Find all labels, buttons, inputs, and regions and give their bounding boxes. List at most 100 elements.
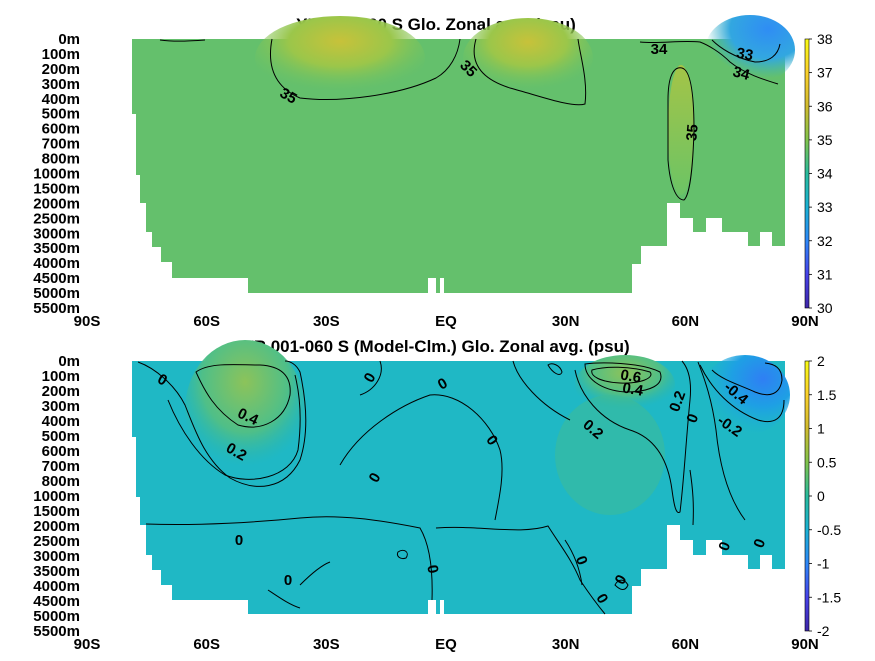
colorbar-tick-label: 35 xyxy=(817,132,833,148)
y-tick-label: 3500m xyxy=(33,563,80,580)
y-tick-label: 400m xyxy=(42,413,80,430)
x-tick-label: 30N xyxy=(552,636,580,653)
x-tick-label: 60N xyxy=(672,313,700,330)
y-tick-label: 1500m xyxy=(33,503,80,520)
colorbar-tick-label: 37 xyxy=(817,65,833,81)
panel2-contours xyxy=(137,360,785,615)
colorbar-tick-label: 31 xyxy=(817,266,833,282)
panel2-contour-0-south xyxy=(137,360,307,487)
panel2-field xyxy=(132,340,790,614)
panel2-contour-label: 0 xyxy=(284,572,292,589)
y-tick-label: 700m xyxy=(42,136,80,153)
colorbar-tick-label: 34 xyxy=(817,166,833,182)
panel1-contour-35-north xyxy=(473,38,587,106)
y-tick-label: 3000m xyxy=(33,225,80,242)
panel2-contour-02-north xyxy=(574,360,691,514)
panel1-colorbar-bar xyxy=(804,38,810,309)
y-tick-label: 300m xyxy=(42,76,80,93)
panel2-contour-06 xyxy=(591,366,652,384)
panel2-axes: 0m100m200m300m400m500m600m700m800m1000m1… xyxy=(33,353,818,653)
colorbar-tick-label: 30 xyxy=(817,300,833,316)
panel2-colorbar-ticks: 2 1.5 1 0.5 0 -0.5 -1 -1.5 -2 xyxy=(809,353,841,639)
panel2-colorbar: 2 1.5 1 0.5 0 -0.5 -1 -1.5 -2 xyxy=(804,353,841,639)
colorbar-tick-label: 1.5 xyxy=(817,387,837,403)
colorbar-tick-label: 2 xyxy=(817,353,825,369)
y-tick-label: 4500m xyxy=(33,270,80,287)
x-tick-label: 90N xyxy=(791,636,819,653)
y-tick-label: 2500m xyxy=(33,210,80,227)
panel1-contour-33 xyxy=(711,39,781,63)
x-tick-label: 90N xyxy=(791,313,819,330)
panel2-contour-neg02 xyxy=(699,364,785,423)
y-tick-label: 600m xyxy=(42,443,80,460)
panel2-title: YR 001-060 S (Model-Clm.) Glo. Zonal avg… xyxy=(242,337,629,356)
panel2-contour-02 xyxy=(167,374,301,480)
panel2-contour-04-north xyxy=(584,362,662,393)
y-tick-label: 300m xyxy=(42,398,80,415)
panel2-contour-0-north xyxy=(512,360,746,526)
y-tick-label: 4000m xyxy=(33,578,80,595)
y-tick-label: 4000m xyxy=(33,255,80,272)
colorbar-tick-label: -2 xyxy=(817,623,830,639)
panel2-colorbar-bar xyxy=(804,360,810,632)
y-tick-label: 3500m xyxy=(33,240,80,257)
y-tick-label: 400m xyxy=(42,91,80,108)
colorbar-tick-label: 32 xyxy=(817,233,833,249)
y-tick-label: 5500m xyxy=(33,300,80,317)
y-tick-label: 200m xyxy=(42,61,80,78)
y-tick-label: 2000m xyxy=(33,518,80,535)
panel2-contour-label: 0.4 xyxy=(621,379,645,399)
colorbar-tick-label: 1 xyxy=(817,421,825,437)
x-tick-label: 90S xyxy=(74,636,101,653)
panel1-ocean-mask xyxy=(132,39,785,293)
panel1-contour-label: 35 xyxy=(683,124,701,142)
panel2-contour-0-deep xyxy=(145,516,606,615)
panel1-field xyxy=(132,15,795,293)
y-tick-label: 600m xyxy=(42,121,80,138)
panel2-contour-0-central xyxy=(339,360,503,521)
colorbar-tick-label: 33 xyxy=(817,199,833,215)
panel1-contour-label: 35 xyxy=(277,85,300,108)
y-tick-label: 700m xyxy=(42,458,80,475)
panel1-contour-35-south xyxy=(269,38,461,100)
panel1-contours xyxy=(159,38,781,201)
x-tick-label: EQ xyxy=(435,313,457,330)
colorbar-tick-label: 0.5 xyxy=(817,454,837,470)
x-tick-label: 60N xyxy=(672,636,700,653)
y-tick-label: 500m xyxy=(42,428,80,445)
panel2-arctic-negative-bias xyxy=(700,355,790,435)
x-tick-label: 30S xyxy=(313,313,340,330)
y-tick-label: 5500m xyxy=(33,623,80,640)
panel1-contour-label: 34 xyxy=(731,63,752,84)
colorbar-tick-label: 36 xyxy=(817,98,833,114)
y-tick-label: 100m xyxy=(42,368,80,385)
y-tick-label: 1000m xyxy=(33,488,80,505)
y-tick-label: 3000m xyxy=(33,548,80,565)
y-tick-label: 1500m xyxy=(33,180,80,197)
y-tick-label: 800m xyxy=(42,473,80,490)
panel-salinity-bias: YR 001-060 S (Model-Clm.) Glo. Zonal avg… xyxy=(33,337,841,653)
y-tick-label: 4500m xyxy=(33,593,80,610)
x-tick-label: 30N xyxy=(552,313,580,330)
colorbar-tick-label: 0 xyxy=(817,488,825,504)
panel1-arctic-fresh xyxy=(705,15,795,85)
panel1-contour-label: 34 xyxy=(651,41,668,58)
panel2-contour-misc1 xyxy=(397,363,629,590)
y-tick-label: 2000m xyxy=(33,195,80,212)
panel1-axes: 0m100m200m300m400m500m600m700m800m1000m1… xyxy=(33,31,818,330)
panel1-contour-35-tongue xyxy=(667,67,695,201)
panel2-subsurface-positive xyxy=(555,395,665,515)
colorbar-tick-label: -1 xyxy=(817,556,830,572)
panel2-contour-04 xyxy=(195,364,291,428)
panel2-contour-neg04 xyxy=(711,362,783,396)
x-tick-label: 60S xyxy=(193,636,220,653)
panel-salinity: YR 001-060 S Glo. Zonal avg. (psu) 35 35… xyxy=(33,15,833,330)
y-tick-label: 200m xyxy=(42,383,80,400)
y-tick-label: 1000m xyxy=(33,166,80,183)
panel2-contour-label: 0.2 xyxy=(666,389,689,414)
panel2-contour-label: 0 xyxy=(423,564,441,575)
x-tick-label: 90S xyxy=(74,313,101,330)
colorbar-tick-label: 38 xyxy=(817,31,833,47)
y-tick-label: 5000m xyxy=(33,608,80,625)
